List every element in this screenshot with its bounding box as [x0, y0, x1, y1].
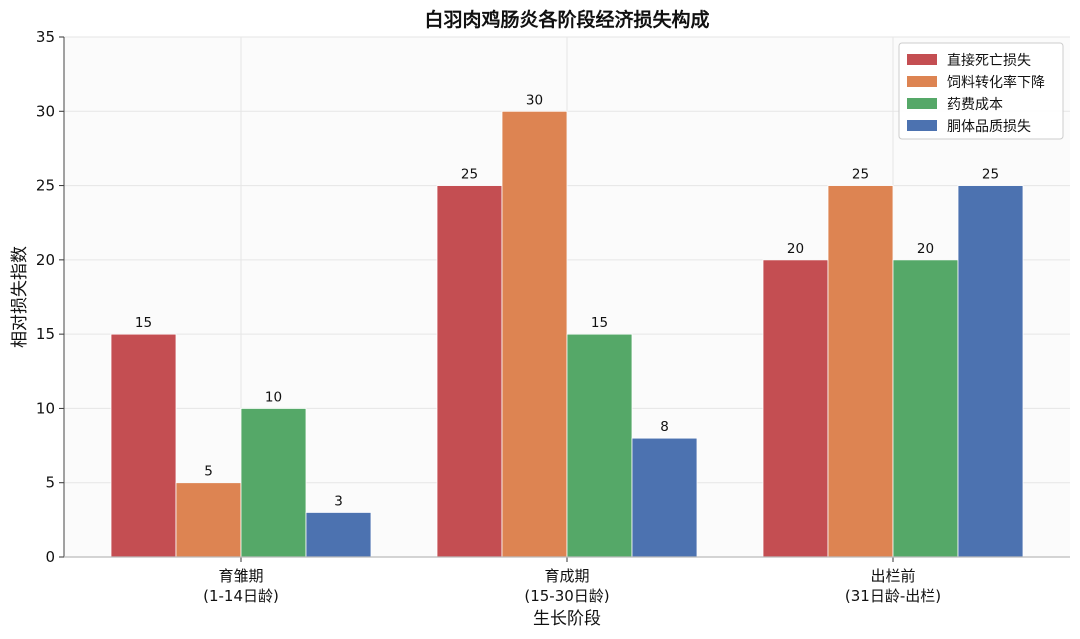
bar — [957, 185, 1024, 558]
y-tick-label: 15 — [36, 325, 55, 343]
bar — [566, 333, 633, 558]
legend-label: 直接死亡损失 — [947, 52, 1031, 69]
bar — [110, 333, 177, 558]
data-label: 25 — [982, 167, 999, 183]
bar — [501, 110, 568, 558]
legend-label: 胴体品质损失 — [947, 119, 1031, 135]
x-tick-label: (1-14日龄) — [203, 587, 279, 605]
legend-label: 饲料转化率下降 — [947, 74, 1045, 91]
legend-label: 药费成本 — [947, 97, 1003, 113]
bar — [240, 408, 307, 558]
axes-layer: 05101520253035育雏期(1-14日龄)育成期(15-30日龄)出栏前… — [36, 28, 1070, 605]
bar — [175, 482, 242, 558]
y-tick-label: 25 — [36, 177, 55, 195]
x-tick-label: (31日龄-出栏) — [845, 587, 941, 605]
legend-swatch — [907, 76, 937, 87]
y-tick-label: 0 — [45, 548, 55, 566]
y-tick-label: 5 — [45, 474, 55, 492]
y-tick-label: 10 — [36, 399, 55, 417]
bars-layer: 15 5 10 3 25 30 15 8 20 25 20 25 — [110, 92, 1024, 558]
bar — [762, 259, 829, 558]
chart-title: 白羽肉鸡肠炎各阶段经济损失构成 — [424, 8, 709, 31]
data-label: 30 — [526, 92, 543, 108]
x-tick-label: 育雏期 — [218, 567, 263, 585]
bar — [631, 437, 698, 558]
x-tick-label: 育成期 — [544, 567, 589, 585]
bar — [436, 185, 503, 558]
x-tick-label: 出栏前 — [870, 567, 915, 585]
legend-swatch — [907, 120, 937, 131]
y-tick-label: 35 — [36, 28, 55, 46]
legend-box — [898, 42, 1064, 140]
bar — [892, 259, 959, 558]
data-label: 25 — [852, 167, 869, 183]
y-axis-label: 相对损失指数 — [10, 246, 30, 348]
y-tick-label: 20 — [36, 251, 55, 269]
bar — [305, 512, 372, 558]
data-label: 5 — [204, 464, 213, 480]
y-tick-label: 30 — [36, 102, 55, 120]
data-label: 15 — [135, 315, 152, 331]
data-label: 8 — [660, 419, 669, 435]
x-axis-label: 生长阶段 — [533, 609, 601, 629]
data-label: 20 — [787, 241, 804, 257]
legend-swatch — [907, 54, 937, 65]
data-label: 10 — [265, 389, 282, 405]
data-label: 20 — [917, 241, 934, 257]
data-label: 3 — [334, 493, 343, 509]
data-label: 25 — [461, 167, 478, 183]
x-tick-label: (15-30日龄) — [524, 587, 609, 605]
data-label: 15 — [591, 315, 608, 331]
bar — [827, 185, 894, 558]
legend-swatch — [907, 98, 937, 109]
